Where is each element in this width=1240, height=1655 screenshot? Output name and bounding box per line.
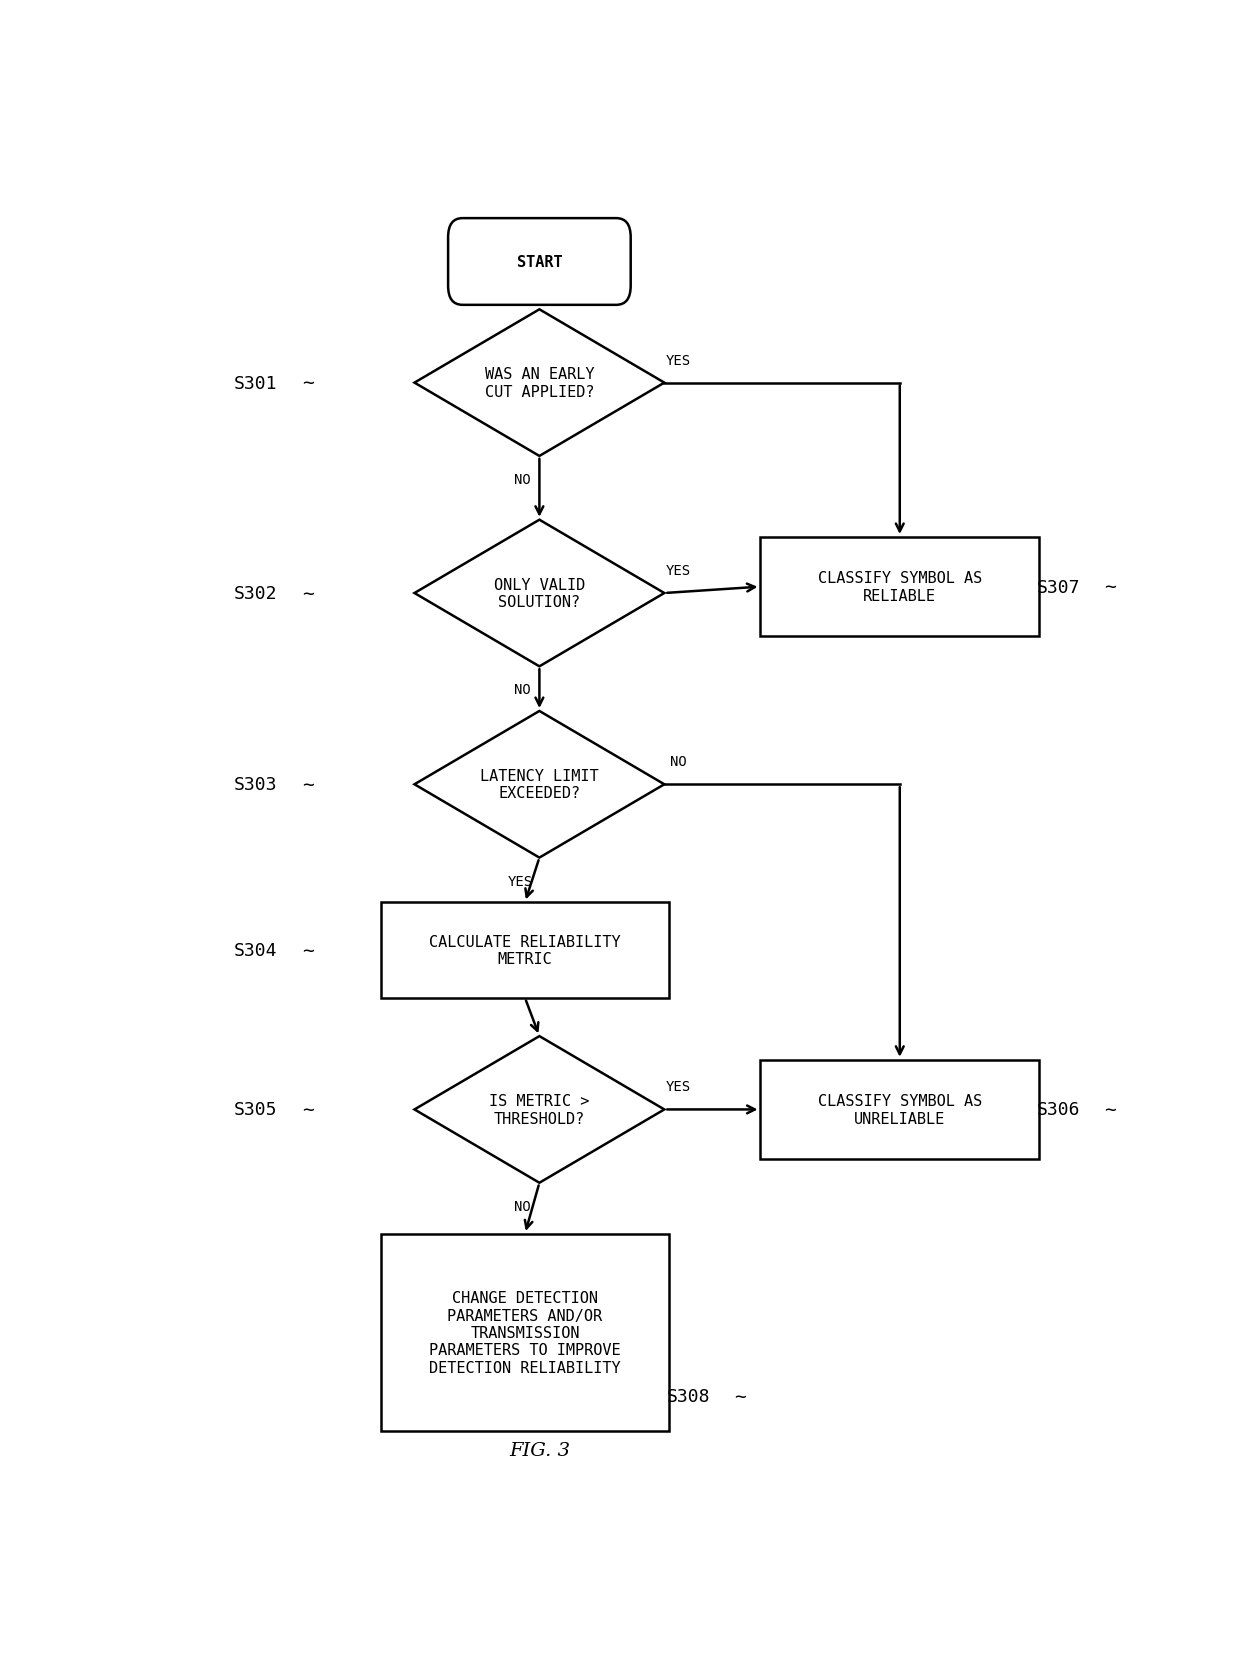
- Text: ~: ~: [303, 1101, 314, 1119]
- Text: YES: YES: [507, 874, 533, 889]
- Text: YES: YES: [666, 564, 692, 578]
- Text: ~: ~: [303, 584, 314, 602]
- Text: NO: NO: [513, 1198, 531, 1213]
- Text: ~: ~: [303, 374, 314, 392]
- Bar: [381, 902, 670, 998]
- Text: S304: S304: [234, 942, 278, 960]
- Text: S306: S306: [1037, 1101, 1080, 1119]
- Text: S303: S303: [234, 776, 278, 794]
- Polygon shape: [414, 520, 665, 667]
- Text: ONLY VALID
SOLUTION?: ONLY VALID SOLUTION?: [494, 578, 585, 609]
- Text: ~: ~: [303, 942, 314, 960]
- Text: ~: ~: [1105, 1101, 1116, 1119]
- Text: CALCULATE RELIABILITY
METRIC: CALCULATE RELIABILITY METRIC: [429, 935, 621, 967]
- Polygon shape: [414, 309, 665, 457]
- Text: ~: ~: [1105, 578, 1116, 597]
- Text: IS METRIC >
THRESHOLD?: IS METRIC > THRESHOLD?: [490, 1094, 589, 1125]
- Text: NO: NO: [513, 473, 531, 487]
- Text: S302: S302: [234, 584, 278, 602]
- Text: CLASSIFY SYMBOL AS
UNRELIABLE: CLASSIFY SYMBOL AS UNRELIABLE: [817, 1094, 982, 1125]
- Text: CHANGE DETECTION
PARAMETERS AND/OR
TRANSMISSION
PARAMETERS TO IMPROVE
DETECTION : CHANGE DETECTION PARAMETERS AND/OR TRANS…: [429, 1291, 621, 1375]
- Text: ~: ~: [303, 775, 314, 794]
- Text: YES: YES: [666, 1079, 692, 1094]
- Text: S308: S308: [667, 1387, 711, 1405]
- Text: NO: NO: [671, 755, 687, 770]
- Bar: [381, 1235, 670, 1432]
- Text: S301: S301: [234, 374, 278, 392]
- Text: WAS AN EARLY
CUT APPLIED?: WAS AN EARLY CUT APPLIED?: [485, 367, 594, 399]
- Text: S305: S305: [234, 1101, 278, 1119]
- Bar: [760, 538, 1039, 637]
- Polygon shape: [414, 712, 665, 857]
- Text: CLASSIFY SYMBOL AS
RELIABLE: CLASSIFY SYMBOL AS RELIABLE: [817, 571, 982, 604]
- Polygon shape: [414, 1036, 665, 1183]
- Text: NO: NO: [513, 684, 531, 697]
- Text: START: START: [517, 255, 562, 270]
- Text: FIG. 3: FIG. 3: [508, 1442, 570, 1460]
- Bar: [760, 1061, 1039, 1160]
- Text: YES: YES: [666, 354, 692, 367]
- Text: LATENCY LIMIT
EXCEEDED?: LATENCY LIMIT EXCEEDED?: [480, 768, 599, 801]
- FancyBboxPatch shape: [448, 218, 631, 306]
- Text: ~: ~: [734, 1387, 746, 1407]
- Text: S307: S307: [1037, 578, 1080, 596]
